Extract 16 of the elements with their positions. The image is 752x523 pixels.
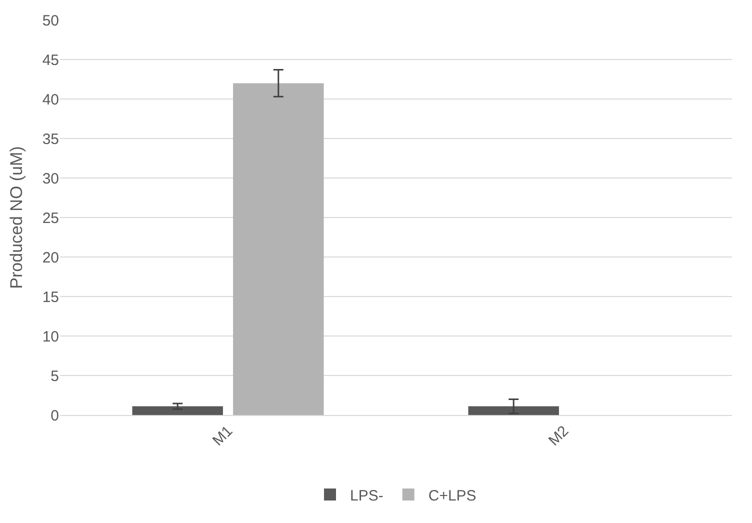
x-tick-label: M2 bbox=[545, 422, 572, 450]
y-tick-label: 45 bbox=[42, 52, 59, 69]
y-tick-label: 0 bbox=[50, 407, 59, 424]
y-tick-label: 5 bbox=[50, 368, 59, 385]
y-tick-label: 25 bbox=[42, 210, 59, 227]
legend-label: LPS- bbox=[350, 487, 384, 504]
y-tick-label: 50 bbox=[42, 12, 59, 30]
legend-label: C+LPS bbox=[428, 487, 476, 504]
y-tick-label: 10 bbox=[42, 328, 59, 346]
y-tick-label: 15 bbox=[42, 288, 59, 306]
y-tick-label: 40 bbox=[42, 91, 59, 108]
y-tick-label: 20 bbox=[42, 249, 59, 266]
y-tick-label: 35 bbox=[42, 130, 59, 148]
y-tick-label: 30 bbox=[42, 170, 59, 188]
x-tick-label: M1 bbox=[209, 422, 236, 450]
y-axis-title: Produced NO (uM) bbox=[6, 146, 26, 289]
